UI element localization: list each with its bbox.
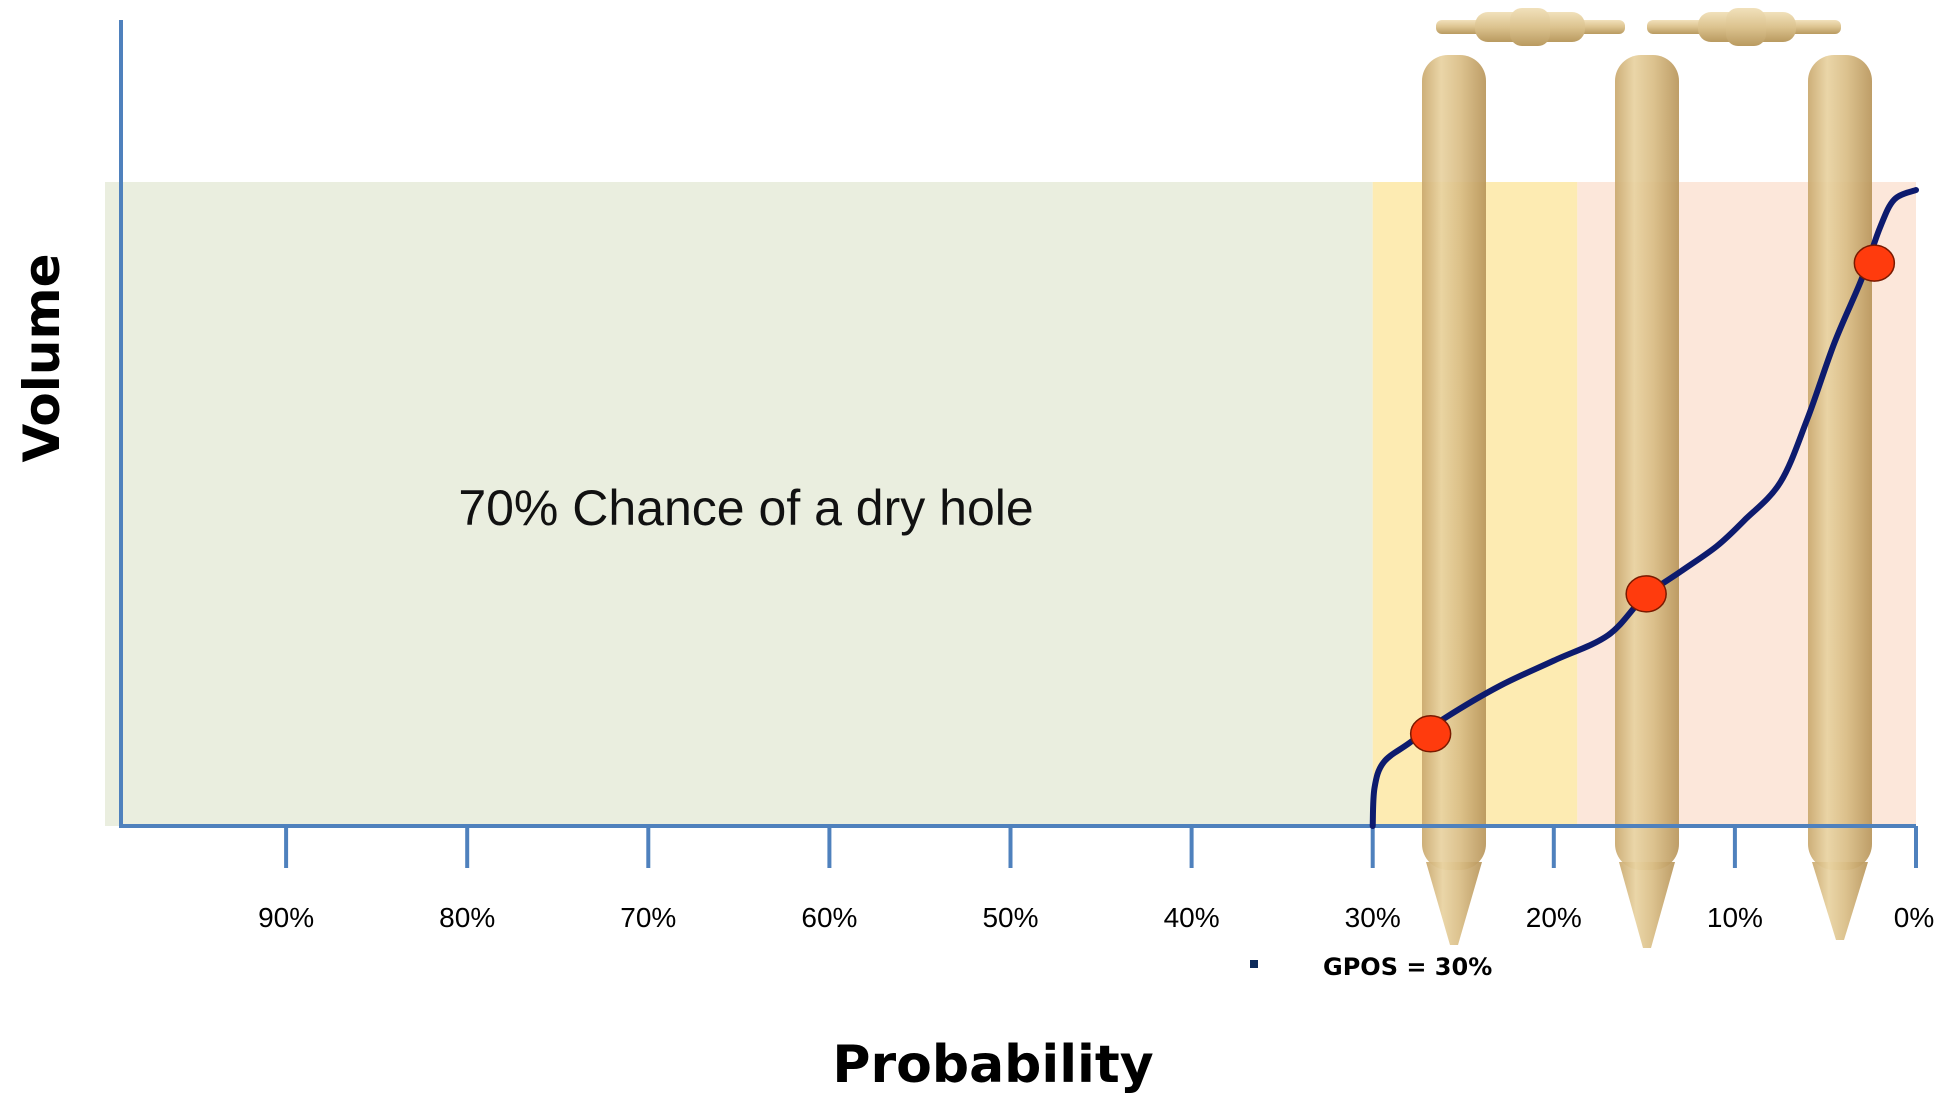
x-tick-label-50: 50% bbox=[982, 902, 1038, 933]
bail-right bbox=[1647, 8, 1841, 46]
x-tick-label-70: 70% bbox=[620, 902, 676, 933]
x-tick-label-90: 90% bbox=[258, 902, 314, 933]
volume-probability-curve bbox=[1369, 187, 1919, 829]
bail-left bbox=[1436, 8, 1625, 46]
x-tick-label-30: 30% bbox=[1345, 902, 1401, 933]
legend: GPOS = 30% bbox=[1250, 953, 1492, 981]
region-0 bbox=[105, 182, 1373, 826]
stump-middle bbox=[1615, 55, 1679, 948]
x-axis-tick-labels: 90% 80% 70% 60% 50% 40% 30% 20% 10% 0% bbox=[258, 902, 1934, 933]
cricket-stumps-illustration bbox=[1422, 8, 1872, 948]
x-tick-label-40: 40% bbox=[1164, 902, 1220, 933]
highlight-point-1 bbox=[1625, 575, 1667, 613]
legend-marker bbox=[1250, 960, 1258, 968]
x-tick-label-20: 20% bbox=[1526, 902, 1582, 933]
stump-left bbox=[1422, 55, 1486, 945]
x-tick-label-10: 10% bbox=[1707, 902, 1763, 933]
x-tick-label-80: 80% bbox=[439, 902, 495, 933]
highlight-point-2 bbox=[1853, 244, 1896, 282]
x-axis-title: Probability bbox=[832, 1035, 1153, 1094]
stump-right bbox=[1808, 55, 1872, 940]
highlight-points bbox=[1409, 244, 1896, 753]
x-axis-ticks bbox=[284, 826, 1918, 868]
x-tick-label-60: 60% bbox=[801, 902, 857, 933]
legend-entry-gpos: GPOS = 30% bbox=[1323, 953, 1492, 981]
highlight-point-0 bbox=[1409, 715, 1452, 753]
x-tick-label-0: 0% bbox=[1894, 902, 1934, 933]
dry-hole-annotation: 70% Chance of a dry hole bbox=[458, 480, 1033, 536]
y-axis-title: Volume bbox=[13, 253, 71, 462]
